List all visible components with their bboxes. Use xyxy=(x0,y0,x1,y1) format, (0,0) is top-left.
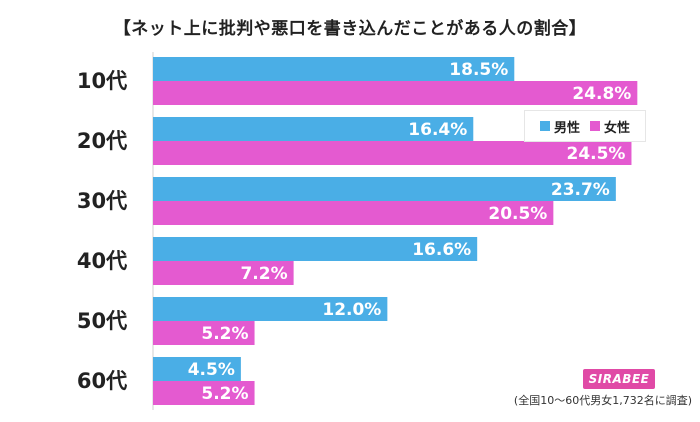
footnote: (全国10～60代男女1,732名に調査) xyxy=(513,394,692,407)
category-label: 40代 xyxy=(77,249,127,273)
category-label: 10代 xyxy=(77,69,127,93)
legend-item-male: 男性 xyxy=(539,117,580,136)
data-label: 4.5% xyxy=(188,360,235,380)
category-label: 30代 xyxy=(77,189,127,213)
category-label: 60代 xyxy=(77,369,127,393)
bar-female xyxy=(153,141,632,165)
data-label: 24.5% xyxy=(566,144,625,164)
chart-title: 【ネット上に批判や悪口を書き込んだことがある人の割合】 xyxy=(113,19,587,39)
bar-female xyxy=(153,201,554,225)
data-label: 16.4% xyxy=(408,120,467,140)
data-label: 5.2% xyxy=(201,384,248,404)
data-label: 20.5% xyxy=(488,204,547,224)
bar-male xyxy=(153,297,388,321)
legend-label-female: 女性 xyxy=(604,120,631,136)
legend-item-female: 女性 xyxy=(590,117,630,136)
data-label: 23.7% xyxy=(551,180,610,200)
bar-male xyxy=(153,357,241,381)
data-label: 24.8% xyxy=(572,84,631,104)
category-label: 20代 xyxy=(77,129,127,153)
data-label: 7.2% xyxy=(240,264,287,284)
legend-swatch-male xyxy=(539,121,550,131)
data-label: 5.2% xyxy=(201,324,248,344)
data-label: 18.5% xyxy=(449,60,508,80)
legend-swatch-female xyxy=(590,121,600,131)
data-label: 16.6% xyxy=(412,240,471,260)
bar-female xyxy=(153,321,255,345)
legend-label-male: 男性 xyxy=(553,120,580,136)
bar-male xyxy=(153,117,474,141)
bar-female xyxy=(153,81,638,105)
bar-male xyxy=(153,57,515,81)
bar-male xyxy=(153,177,616,201)
data-label: 12.0% xyxy=(322,300,381,320)
sirabee-logo: SIRABEE xyxy=(583,369,655,389)
bar-female xyxy=(153,261,294,285)
bar-female xyxy=(153,381,255,405)
category-label: 50代 xyxy=(77,309,127,333)
bar-male xyxy=(153,237,478,261)
legend: 男性 女性 xyxy=(524,110,646,142)
